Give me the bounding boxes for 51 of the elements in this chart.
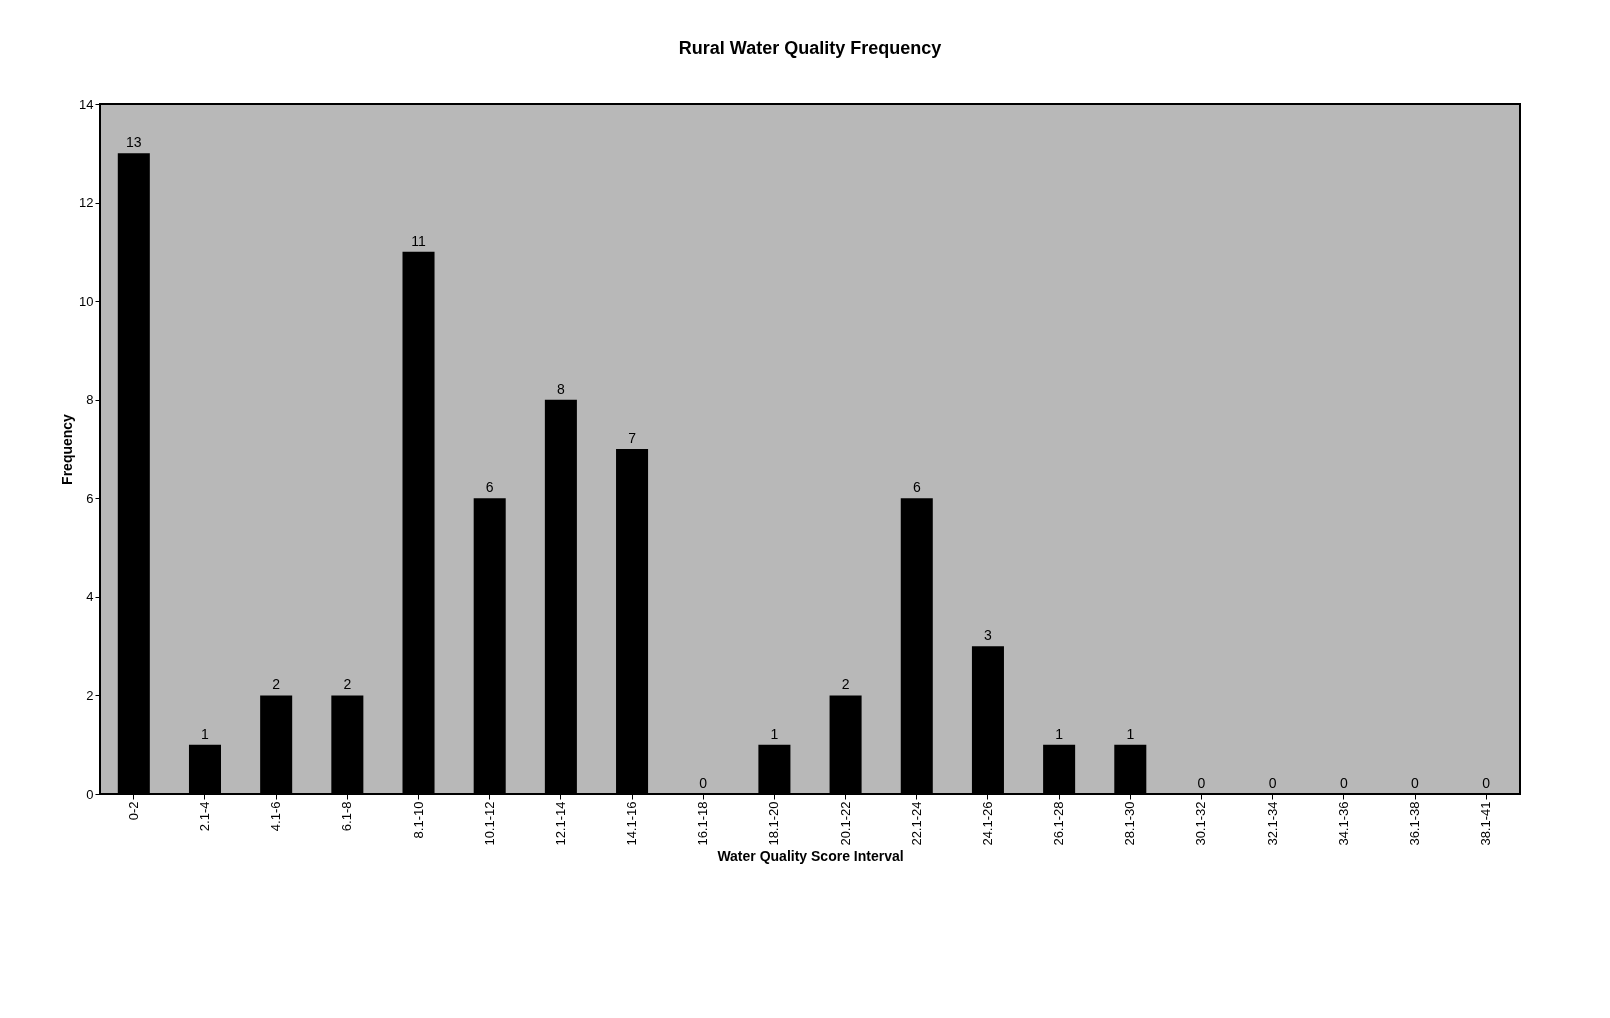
x-tick-label: 32.1-34 bbox=[1264, 801, 1280, 846]
data-label: 0 bbox=[1411, 775, 1420, 791]
y-tick-label: 8 bbox=[86, 392, 94, 408]
x-tick-label: 2.1-4 bbox=[196, 801, 212, 832]
chart-title: Rural Water Quality Frequency bbox=[678, 38, 942, 58]
x-tick-label: 38.1-41 bbox=[1478, 801, 1494, 846]
data-label: 2 bbox=[272, 676, 281, 693]
data-label: 1 bbox=[770, 725, 779, 742]
x-tick-label: 10.1-12 bbox=[481, 801, 497, 846]
x-axis-title: Water Quality Score Interval bbox=[717, 847, 904, 864]
x-tick-label: 30.1-32 bbox=[1193, 801, 1209, 846]
data-label: 0 bbox=[1197, 775, 1206, 791]
data-label: 6 bbox=[912, 479, 921, 496]
data-label: 2 bbox=[841, 676, 850, 693]
data-label: 0 bbox=[1482, 775, 1491, 791]
y-tick-label: 14 bbox=[79, 96, 94, 112]
y-tick-label: 4 bbox=[86, 589, 94, 605]
x-tick-label: 24.1-26 bbox=[979, 801, 995, 846]
data-label: 11 bbox=[411, 232, 426, 249]
x-tick-label: 0-2 bbox=[125, 801, 141, 821]
data-label: 2 bbox=[343, 676, 352, 693]
y-axis-title: Frequency bbox=[59, 413, 76, 485]
data-label: 0 bbox=[1339, 775, 1348, 791]
data-label: 1 bbox=[1055, 725, 1064, 742]
x-tick-label: 34.1-36 bbox=[1335, 801, 1351, 846]
data-label: 1 bbox=[201, 725, 210, 742]
data-label: 7 bbox=[628, 430, 637, 446]
y-tick-label: 2 bbox=[86, 687, 94, 703]
x-tick-label: 8.1-10 bbox=[410, 801, 426, 839]
x-tick-label: 36.1-38 bbox=[1407, 801, 1423, 846]
y-tick-label: 6 bbox=[86, 490, 94, 506]
y-tick-label: 10 bbox=[79, 293, 94, 309]
y-tick-label: 12 bbox=[79, 195, 94, 211]
data-label: 6 bbox=[485, 479, 494, 496]
x-tick-label: 6.1-8 bbox=[339, 801, 355, 832]
data-label: 8 bbox=[556, 380, 565, 397]
x-tick-label: 16.1-18 bbox=[695, 801, 711, 846]
x-tick-label: 4.1-6 bbox=[268, 801, 284, 832]
data-label: 13 bbox=[126, 134, 142, 151]
x-tick-label: 28.1-30 bbox=[1122, 801, 1138, 846]
data-label: 1 bbox=[1126, 725, 1135, 742]
x-tick-label: 22.1-24 bbox=[908, 801, 924, 846]
x-tick-label: 12.1-14 bbox=[552, 801, 568, 846]
x-tick-label: 20.1-22 bbox=[837, 801, 853, 846]
x-tick-label: 18.1-20 bbox=[766, 801, 782, 846]
data-label: 3 bbox=[984, 627, 993, 644]
y-tick-label: 0 bbox=[86, 786, 94, 802]
data-label: 0 bbox=[1268, 775, 1277, 791]
x-tick-label: 14.1-16 bbox=[624, 801, 640, 846]
data-label: 0 bbox=[699, 775, 708, 791]
x-tick-label: 26.1-28 bbox=[1051, 801, 1067, 846]
